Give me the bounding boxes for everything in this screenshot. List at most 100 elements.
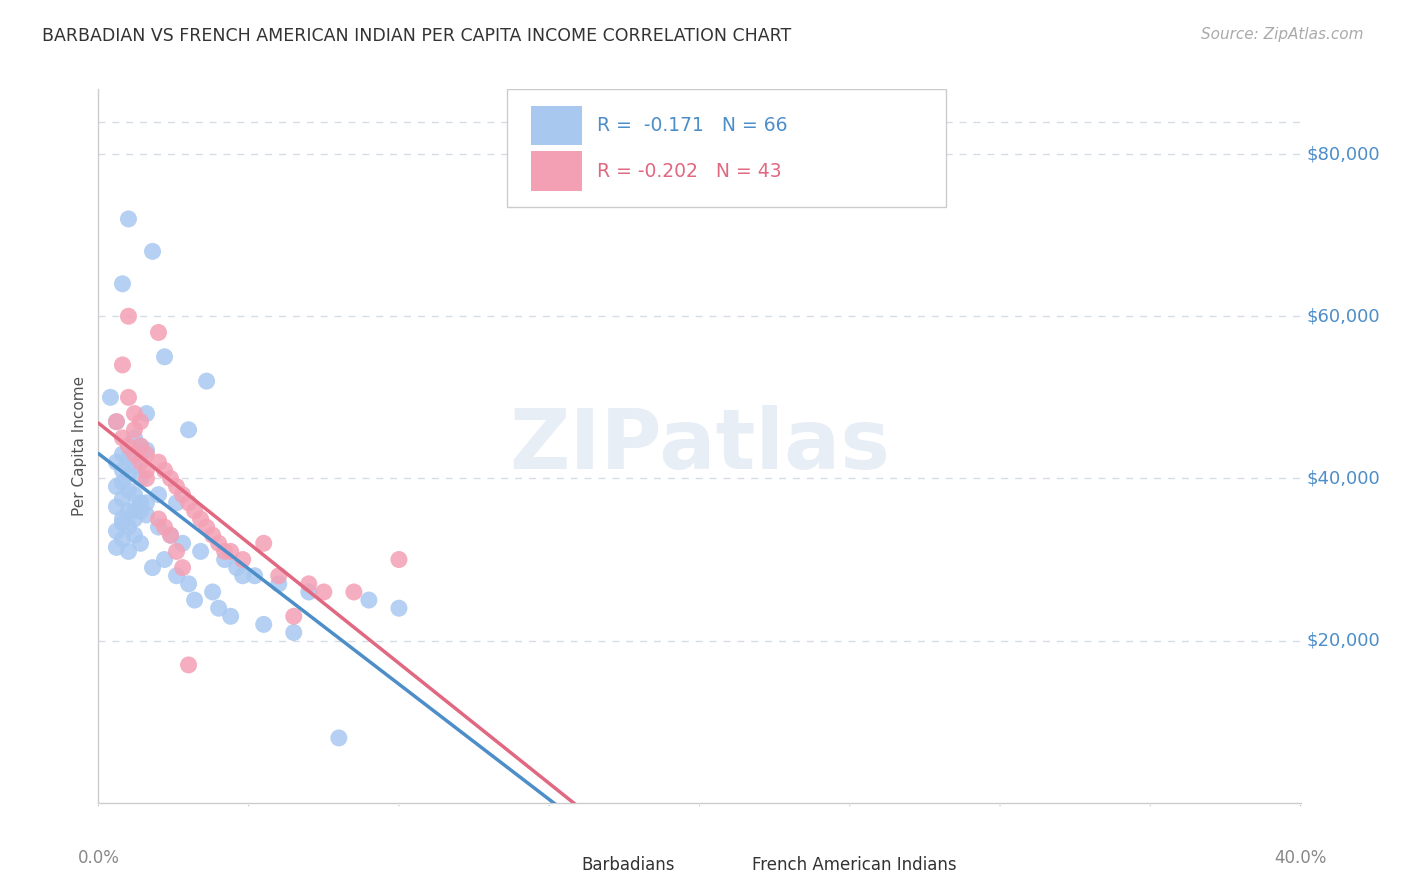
Point	[153, 552, 176, 566]
Point	[117, 310, 139, 324]
Point	[201, 585, 224, 599]
Point	[117, 390, 139, 404]
Point	[183, 593, 205, 607]
Point	[214, 544, 236, 558]
FancyBboxPatch shape	[531, 152, 582, 191]
Text: BARBADIAN VS FRENCH AMERICAN INDIAN PER CAPITA INCOME CORRELATION CHART: BARBADIAN VS FRENCH AMERICAN INDIAN PER …	[42, 27, 792, 45]
Point	[148, 488, 170, 502]
Point	[225, 560, 247, 574]
Point	[117, 467, 139, 482]
Point	[172, 536, 194, 550]
Point	[129, 439, 152, 453]
Point	[111, 512, 134, 526]
Point	[129, 439, 152, 453]
Text: $40,000: $40,000	[1306, 469, 1381, 487]
Point	[172, 488, 194, 502]
Point	[111, 516, 134, 530]
Point	[111, 358, 134, 372]
Point	[388, 601, 411, 615]
Point	[129, 496, 152, 510]
Point	[148, 326, 170, 340]
Point	[135, 407, 157, 421]
Point	[105, 479, 128, 493]
Point	[105, 415, 128, 429]
Point	[166, 568, 188, 582]
Point	[343, 585, 366, 599]
Point	[105, 500, 128, 514]
Point	[153, 463, 176, 477]
Point	[159, 471, 181, 485]
Point	[117, 451, 139, 466]
Point	[124, 431, 146, 445]
Point	[105, 541, 128, 555]
Point	[135, 443, 157, 458]
Point	[214, 552, 236, 566]
Point	[129, 415, 152, 429]
Point	[267, 568, 290, 582]
FancyBboxPatch shape	[531, 105, 582, 145]
Text: $60,000: $60,000	[1306, 307, 1381, 326]
Point	[111, 431, 134, 445]
Text: Barbadians: Barbadians	[582, 856, 675, 874]
Text: Source: ZipAtlas.com: Source: ZipAtlas.com	[1201, 27, 1364, 42]
Point	[135, 508, 157, 522]
Point	[312, 585, 335, 599]
Point	[243, 568, 266, 582]
Point	[124, 512, 146, 526]
Point	[117, 544, 139, 558]
Point	[129, 455, 152, 469]
Point	[283, 609, 305, 624]
FancyBboxPatch shape	[550, 854, 575, 876]
Point	[253, 617, 276, 632]
Point	[166, 479, 188, 493]
Point	[190, 544, 212, 558]
Point	[105, 524, 128, 538]
Point	[148, 520, 170, 534]
Point	[117, 439, 139, 453]
Point	[166, 544, 188, 558]
Point	[159, 528, 181, 542]
Point	[177, 577, 200, 591]
Point	[232, 568, 254, 582]
Point	[153, 350, 176, 364]
Point	[159, 528, 181, 542]
Point	[111, 277, 134, 291]
Text: $20,000: $20,000	[1306, 632, 1381, 649]
Point	[219, 609, 242, 624]
Text: ZIPatlas: ZIPatlas	[509, 406, 890, 486]
Point	[111, 447, 134, 461]
Point	[183, 504, 205, 518]
Text: 0.0%: 0.0%	[77, 849, 120, 867]
Text: French American Indians: French American Indians	[752, 856, 957, 874]
Point	[124, 459, 146, 474]
Point	[201, 528, 224, 542]
Point	[190, 512, 212, 526]
Point	[148, 512, 170, 526]
Point	[117, 520, 139, 534]
Point	[124, 407, 146, 421]
Point	[177, 657, 200, 672]
Point	[208, 536, 231, 550]
Point	[124, 528, 146, 542]
Point	[111, 533, 134, 547]
Point	[111, 463, 134, 477]
Point	[135, 463, 157, 477]
Text: R = -0.202   N = 43: R = -0.202 N = 43	[598, 161, 782, 181]
Point	[141, 244, 163, 259]
Point	[172, 560, 194, 574]
Point	[124, 488, 146, 502]
Point	[328, 731, 350, 745]
Point	[117, 483, 139, 498]
Point	[124, 423, 146, 437]
Point	[124, 447, 146, 461]
Point	[117, 211, 139, 226]
FancyBboxPatch shape	[720, 854, 747, 876]
Point	[111, 475, 134, 490]
Point	[105, 455, 128, 469]
Y-axis label: Per Capita Income: Per Capita Income	[72, 376, 87, 516]
Point	[267, 577, 290, 591]
Text: R =  -0.171   N = 66: R = -0.171 N = 66	[598, 116, 787, 135]
Point	[111, 491, 134, 506]
Point	[105, 415, 128, 429]
Text: $80,000: $80,000	[1306, 145, 1381, 163]
